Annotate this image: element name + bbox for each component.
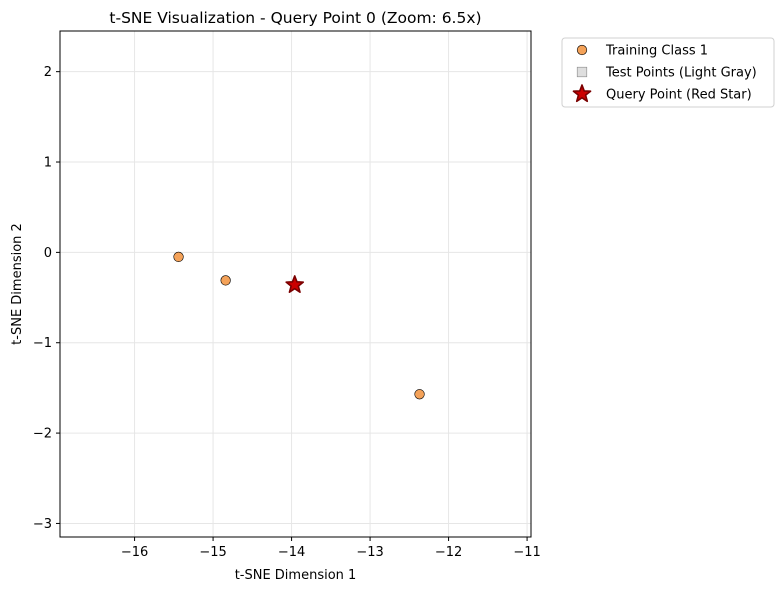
y-tick-label: −1 [33, 336, 52, 351]
x-tick-label: −12 [435, 545, 462, 560]
legend-entry-label: Test Points (Light Gray) [605, 66, 757, 81]
chart-title: t-SNE Visualization - Query Point 0 (Zoo… [109, 9, 481, 27]
x-tick-label: −14 [278, 545, 305, 560]
legend-star-marker [572, 84, 592, 103]
legend-entry-label: Training Class 1 [605, 44, 708, 59]
legend: Training Class 1 Test Points (Light Gray)… [561, 37, 775, 108]
legend-entry-label: Query Point (Red Star) [606, 88, 752, 103]
x-tick-label: −15 [199, 545, 226, 560]
x-tick-label: −11 [513, 545, 540, 560]
legend-square-marker [576, 66, 588, 78]
y-tick-label: 1 [44, 156, 52, 171]
legend-circle-marker [576, 44, 588, 56]
legend-frame [561, 37, 775, 108]
x-tick-label: −13 [356, 545, 383, 560]
x-tick-label: −16 [121, 545, 148, 560]
plot-frame [59, 30, 532, 538]
query-point-star [285, 275, 305, 293]
x-axis-label: t-SNE Dimension 1 [235, 568, 357, 583]
y-tick-label: 2 [44, 65, 52, 80]
training-point [414, 389, 425, 400]
training-point [173, 251, 184, 262]
y-tick-label: −3 [33, 517, 52, 532]
tick-layer: −16 −15 −14 −13 −12 −11 −3 −2 −1 0 1 2 [33, 65, 541, 560]
grid-layer [60, 31, 531, 537]
legend-items: Training Class 1 Test Points (Light Gray)… [572, 44, 757, 103]
data-layer [173, 251, 425, 400]
y-tick-label: 0 [44, 246, 52, 261]
training-point [220, 275, 231, 286]
y-tick-label: −2 [33, 427, 52, 442]
y-axis-label: t-SNE Dimension 2 [10, 223, 25, 345]
